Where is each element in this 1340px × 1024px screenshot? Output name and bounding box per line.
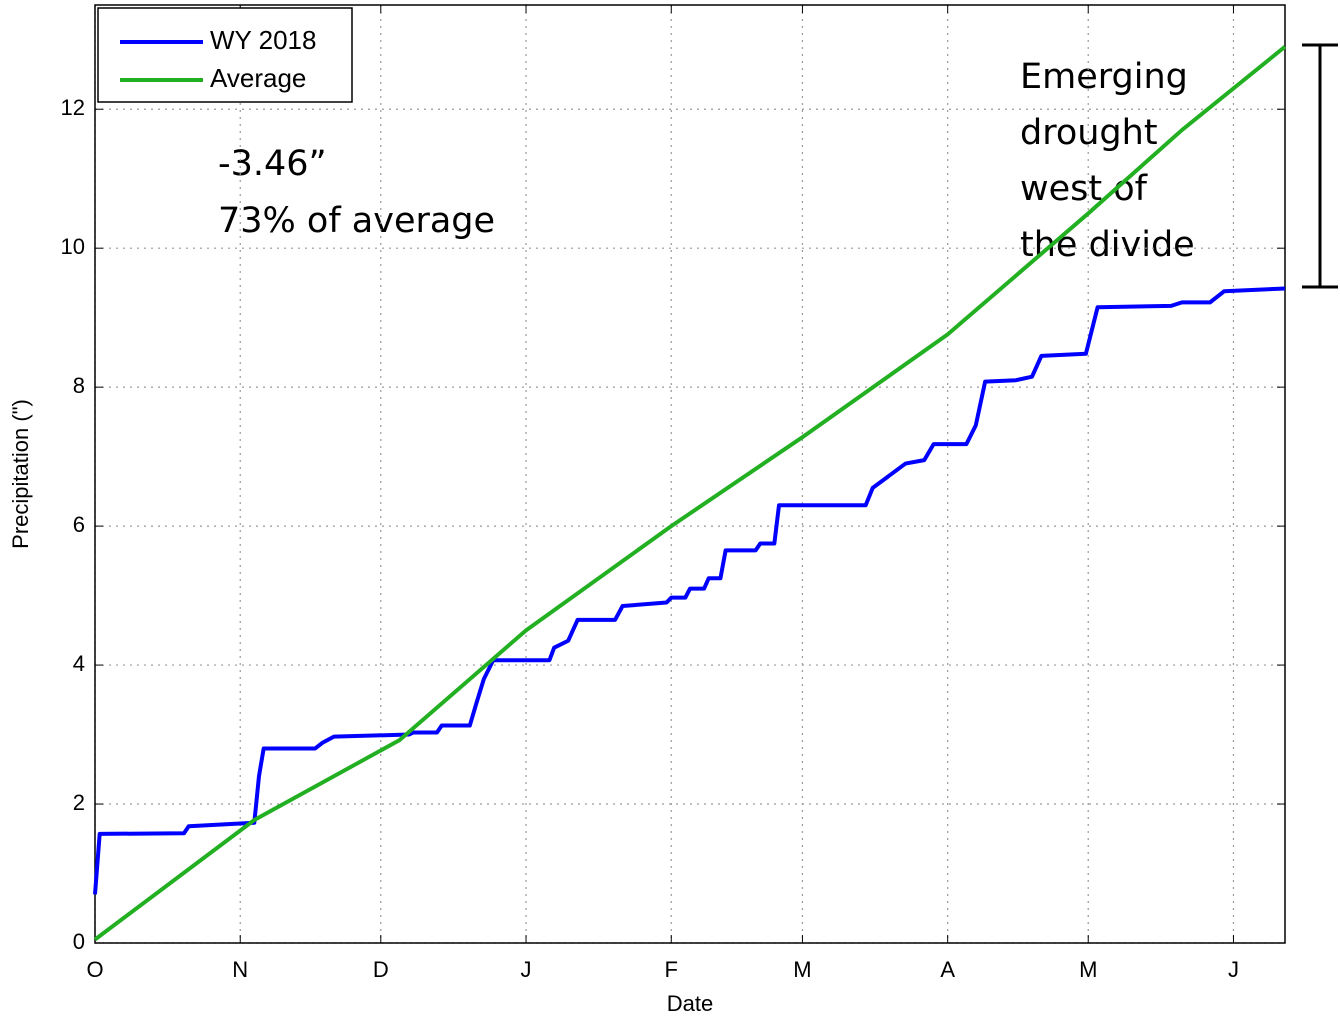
series-line	[93, 45, 1287, 942]
x-tick-label: F	[665, 957, 678, 982]
y-tick-label: 4	[73, 651, 85, 676]
x-tick-label: O	[86, 957, 103, 982]
x-axis-label: Date	[667, 991, 713, 1016]
x-tick-label: J	[1228, 957, 1239, 982]
x-tick-label: J	[521, 957, 532, 982]
legend-label: Average	[210, 63, 306, 93]
legend-label: WY 2018	[210, 25, 316, 55]
annotation: 73% of average	[218, 201, 495, 241]
x-tick-label: A	[940, 957, 955, 982]
y-tick-label: 8	[73, 373, 85, 398]
x-tick-label: M	[793, 957, 811, 982]
side-note: the divide	[1020, 225, 1195, 265]
legend: WY 2018 Average	[97, 7, 353, 103]
bracket	[1302, 43, 1338, 289]
x-tick-label: D	[373, 957, 389, 982]
side-note: Emerging	[1020, 57, 1188, 97]
y-axis-label: Precipitation (")	[8, 399, 33, 549]
x-tick-label: N	[232, 957, 248, 982]
legend-box	[97, 7, 353, 103]
series-line	[93, 286, 1286, 895]
plot-frame	[94, 4, 1286, 944]
y-tick-label: 2	[73, 790, 85, 815]
side-note: west of	[1020, 169, 1148, 209]
y-tick-label: 0	[73, 929, 85, 954]
y-tick-label: 6	[73, 512, 85, 537]
y-tick-label: 10	[61, 234, 85, 259]
x-tick-label: M	[1079, 957, 1097, 982]
annotation: -3.46”	[218, 144, 327, 184]
y-tick-label: 12	[61, 95, 85, 120]
